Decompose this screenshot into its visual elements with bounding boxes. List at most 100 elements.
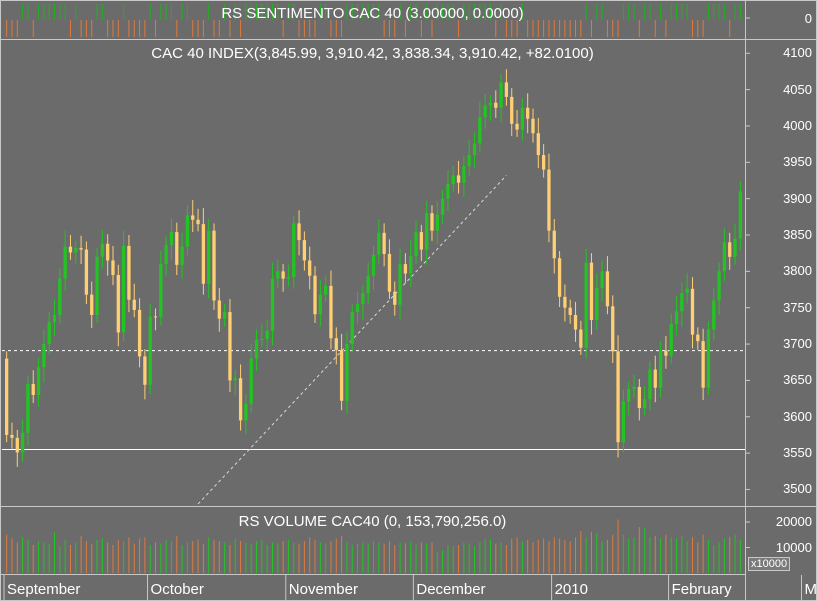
candle-body [573,314,578,330]
candle-body [185,215,190,247]
candle-body [121,245,126,333]
price-y-tick-label: 3600 [783,408,812,424]
candle-body [451,175,455,185]
candle-body [169,232,174,246]
candle-body [409,256,413,274]
candle-body [84,249,89,295]
candle-body [674,311,679,324]
price-y-tick-label: 3950 [783,154,812,170]
candle-body [382,232,386,254]
candle-body [467,155,471,166]
candle-body [563,296,567,308]
candle-body [222,312,227,319]
candle-body [472,143,477,156]
candle-body [233,378,237,381]
candle-body [324,285,328,295]
candle-body [579,329,583,348]
candle-body [254,339,259,359]
candle-body [350,312,354,345]
candle-body [722,242,727,272]
candle-body [79,248,83,250]
candle-body [270,278,275,331]
candle-body [228,312,232,381]
candle-body [153,316,158,318]
candle-body [127,245,131,300]
candle-body [180,246,184,265]
candle-body [164,245,168,265]
candle-body [5,358,9,435]
candle-body [106,243,110,261]
price-y-tick-label: 3550 [783,445,812,461]
candle-body [276,271,280,279]
candle-body [712,300,716,330]
candle-body [430,213,434,231]
candle-body [728,242,732,257]
candle-body [526,107,530,119]
candle-body [20,432,25,453]
candle-body [499,82,503,108]
candle-body [68,246,73,253]
candle-body [616,351,620,443]
candle-body [345,344,349,401]
candle-body [557,258,562,297]
candle-body [605,271,610,307]
x-tick-label: December [416,581,486,598]
candle-body [286,277,291,279]
candle-body [595,288,599,321]
candle-body [541,155,546,170]
candle-body [132,299,136,310]
candle-body [552,230,556,259]
candle-body [36,367,41,395]
candle-body [398,264,402,305]
candle-body [717,271,721,301]
candle-body [111,260,115,275]
candle-body [371,254,376,276]
candle-body [15,437,19,453]
price-y-tick-label: 3750 [783,299,812,315]
candle-body [504,82,509,97]
candle-body [419,232,423,250]
candle-body [318,294,322,315]
candle-body [520,107,525,130]
price-y-tick-label: 3650 [783,372,812,388]
candle-body [669,323,673,356]
candle-body [42,344,46,368]
candle-body [547,169,551,231]
candle-body [738,191,742,239]
candle-body [446,184,450,199]
candle-body [494,102,498,108]
candle-body [510,96,514,124]
candle-body [308,260,312,276]
candle-body [148,316,152,385]
candle-body [90,294,94,315]
candle-body [658,350,663,388]
candle-body [685,288,689,294]
candle-body [536,133,540,156]
candle-body [116,275,120,333]
candle-body [483,105,487,118]
price-y-tick-label: 4100 [783,45,812,61]
price-y-tick-label: 3900 [783,190,812,206]
candle-body [47,322,51,345]
candle-body [212,230,216,301]
candle-body [201,224,206,284]
candle-body [690,288,695,335]
candle-body [403,264,408,274]
price-y-tick-label: 3800 [783,263,812,279]
candle-body [265,330,269,339]
candle-body [611,306,615,352]
candle-body [361,293,365,305]
candle-body [313,275,317,315]
candle-body [137,309,142,357]
candle-body [31,384,35,395]
volume-title: RS VOLUME CAC40 (0, 153,790,256.0) [238,513,507,530]
sentiment-title: RS SENTIMENTO CAC 40 (3.00000, 0.0000) [221,5,524,22]
candle-body [10,434,14,438]
candle-body [733,238,737,257]
candle-body [440,198,445,215]
price-y-tick-label: 4000 [783,117,812,133]
candle-body [664,350,668,356]
candle-body [648,369,652,400]
candle-body [191,215,195,220]
volume-y-tick-label: 20000 [775,514,812,530]
